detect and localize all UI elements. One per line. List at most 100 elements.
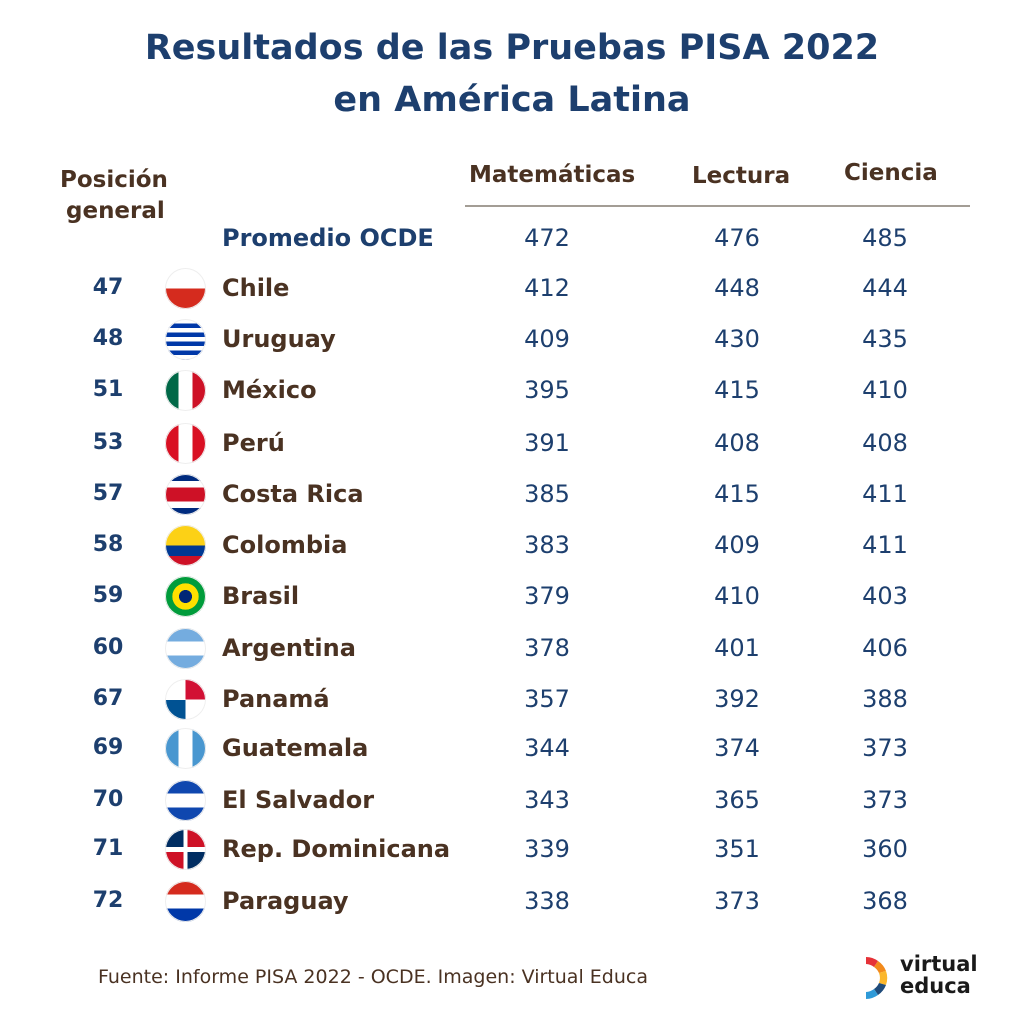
country-name: México <box>222 376 317 404</box>
position: 47 <box>92 275 124 300</box>
ocde-math: 472 <box>524 224 570 252</box>
header-math: Matemáticas <box>469 162 636 188</box>
ocde-reading: 476 <box>714 224 760 252</box>
math-score: 343 <box>524 786 570 814</box>
table-row: 48 Uruguay 409 430 435 <box>0 316 1024 362</box>
country-name: Chile <box>222 274 290 302</box>
title: Resultados de las Pruebas PISA 2022 en A… <box>0 22 1024 126</box>
brazil-flag-icon <box>165 576 206 617</box>
position: 67 <box>92 686 124 711</box>
chile-flag-icon <box>165 268 206 309</box>
country-name: Argentina <box>222 634 356 662</box>
country-name: Costa Rica <box>222 480 364 508</box>
reading-score: 401 <box>714 634 760 662</box>
header-position-line-2: general <box>66 198 165 224</box>
dominican-republic-flag-icon <box>165 829 206 870</box>
math-score: 385 <box>524 480 570 508</box>
country-name: Uruguay <box>222 325 336 353</box>
reading-score: 365 <box>714 786 760 814</box>
math-score: 412 <box>524 274 570 302</box>
science-score: 410 <box>862 376 908 404</box>
table-row: 71 Rep. Dominicana 339 351 360 <box>0 826 1024 872</box>
country-name: Brasil <box>222 582 300 610</box>
argentina-flag-icon <box>165 628 206 669</box>
reading-score: 448 <box>714 274 760 302</box>
reading-score: 415 <box>714 480 760 508</box>
position: 58 <box>92 532 124 557</box>
country-name: Guatemala <box>222 734 369 762</box>
title-line-1: Resultados de las Pruebas PISA 2022 <box>144 28 880 68</box>
table-row: 53 Perú 391 408 408 <box>0 420 1024 466</box>
position: 59 <box>92 583 124 608</box>
science-score: 406 <box>862 634 908 662</box>
country-name: Rep. Dominicana <box>222 835 451 863</box>
science-score: 408 <box>862 429 908 457</box>
position: 57 <box>92 481 124 506</box>
mexico-flag-icon <box>165 370 206 411</box>
ocde-row: Promedio OCDE 472 476 485 <box>0 215 1024 261</box>
reading-score: 409 <box>714 531 760 559</box>
country-name: El Salvador <box>222 786 375 814</box>
position: 70 <box>92 787 124 812</box>
reading-score: 430 <box>714 325 760 353</box>
position: 60 <box>92 635 124 660</box>
position: 48 <box>92 326 124 351</box>
science-score: 403 <box>862 582 908 610</box>
math-score: 379 <box>524 582 570 610</box>
science-score: 411 <box>862 531 908 559</box>
source-note: Fuente: Informe PISA 2022 - OCDE. Imagen… <box>98 966 648 988</box>
reading-score: 410 <box>714 582 760 610</box>
math-score: 395 <box>524 376 570 404</box>
title-line-2: en América Latina <box>333 80 691 120</box>
reading-score: 351 <box>714 835 760 863</box>
science-score: 373 <box>862 734 908 762</box>
position: 72 <box>92 888 124 913</box>
math-score: 391 <box>524 429 570 457</box>
math-score: 344 <box>524 734 570 762</box>
position: 53 <box>92 430 124 455</box>
science-score: 411 <box>862 480 908 508</box>
position: 71 <box>92 836 124 861</box>
country-name: Panamá <box>222 685 330 713</box>
ocde-label: Promedio OCDE <box>222 224 434 252</box>
math-score: 338 <box>524 887 570 915</box>
reading-score: 373 <box>714 887 760 915</box>
reading-score: 408 <box>714 429 760 457</box>
math-score: 383 <box>524 531 570 559</box>
logo-arc-icon <box>866 957 888 999</box>
logo-text-line-2: educa <box>900 974 971 998</box>
science-score: 360 <box>862 835 908 863</box>
math-score: 409 <box>524 325 570 353</box>
science-score: 444 <box>862 274 908 302</box>
table-row: 69 Guatemala 344 374 373 <box>0 725 1024 771</box>
country-name: Perú <box>222 429 285 457</box>
table-row: 67 Panamá 357 392 388 <box>0 676 1024 722</box>
el-salvador-flag-icon <box>165 780 206 821</box>
science-score: 368 <box>862 887 908 915</box>
country-name: Colombia <box>222 531 348 559</box>
peru-flag-icon <box>165 423 206 464</box>
table-row: 51 México 395 415 410 <box>0 367 1024 413</box>
math-score: 339 <box>524 835 570 863</box>
country-name: Paraguay <box>222 887 349 915</box>
ocde-science: 485 <box>862 224 908 252</box>
position: 69 <box>92 735 124 760</box>
science-score: 373 <box>862 786 908 814</box>
science-score: 388 <box>862 685 908 713</box>
table-row: 59 Brasil 379 410 403 <box>0 573 1024 619</box>
uruguay-flag-icon <box>165 319 206 360</box>
table-row: 58 Colombia 383 409 411 <box>0 522 1024 568</box>
guatemala-flag-icon <box>165 728 206 769</box>
logo-text-line-1: virtual <box>900 952 978 976</box>
table-row: 72 Paraguay 338 373 368 <box>0 878 1024 924</box>
table-row: 47 Chile 412 448 444 <box>0 265 1024 311</box>
header-science: Ciencia <box>844 160 938 186</box>
header-divider <box>465 205 970 207</box>
header-position: Posición general <box>60 165 168 227</box>
reading-score: 415 <box>714 376 760 404</box>
paraguay-flag-icon <box>165 881 206 922</box>
math-score: 357 <box>524 685 570 713</box>
panama-flag-icon <box>165 679 206 720</box>
costa-rica-flag-icon <box>165 474 206 515</box>
